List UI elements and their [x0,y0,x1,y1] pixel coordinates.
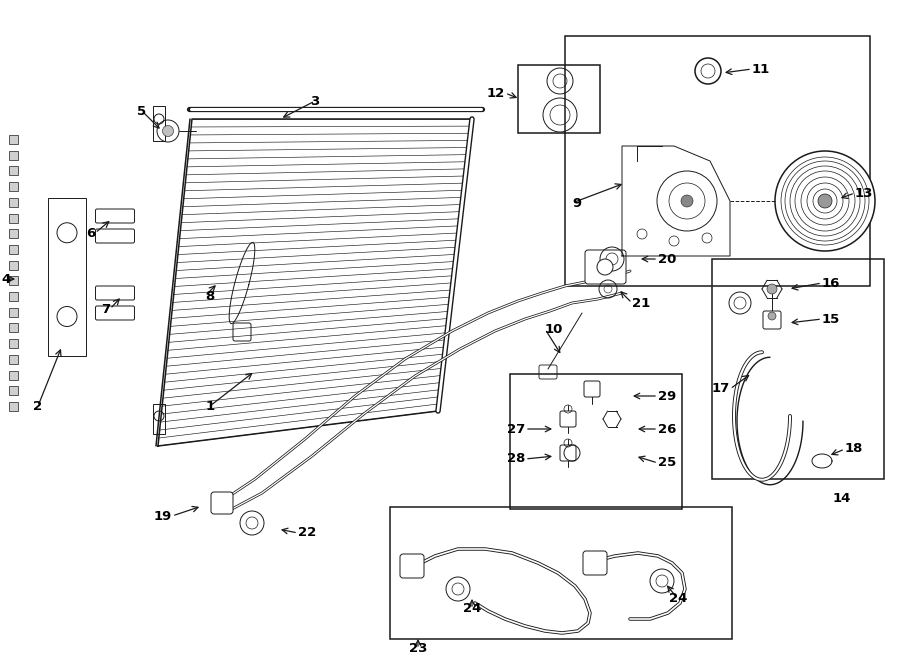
Circle shape [157,120,179,142]
Text: 25: 25 [658,457,676,469]
Bar [8,260,17,270]
Bar [8,135,17,144]
Bar [8,151,17,160]
Bar [8,355,17,364]
FancyBboxPatch shape [560,411,576,427]
Text: 29: 29 [658,389,676,403]
Bar [8,182,17,191]
Bar [8,339,17,348]
Bar [8,386,17,395]
Bar [153,404,165,434]
Bar [712,259,884,479]
Text: 23: 23 [409,642,428,656]
Bar [8,371,17,379]
Text: 19: 19 [154,510,172,522]
Circle shape [768,312,776,320]
Text: 9: 9 [572,196,581,210]
Circle shape [657,171,717,231]
Bar [518,65,600,133]
FancyBboxPatch shape [211,492,233,514]
Circle shape [163,126,174,137]
Text: 13: 13 [855,186,873,200]
Text: 1: 1 [205,399,214,412]
Text: 2: 2 [33,399,42,412]
Bar [390,507,732,639]
Text: 24: 24 [669,592,688,605]
FancyBboxPatch shape [583,551,607,575]
Text: 10: 10 [545,323,563,336]
Circle shape [767,284,777,294]
Bar [48,198,86,356]
Polygon shape [158,119,472,446]
Bar [8,276,17,286]
Text: 11: 11 [752,63,770,75]
Bar [8,308,17,317]
Text: 24: 24 [463,602,482,615]
Text: 3: 3 [310,95,320,108]
FancyBboxPatch shape [585,250,626,284]
FancyBboxPatch shape [584,381,600,397]
Text: 27: 27 [507,422,525,436]
Circle shape [669,183,705,219]
Text: 26: 26 [658,422,677,436]
Text: 16: 16 [822,276,841,290]
Bar [153,106,165,141]
Text: 5: 5 [138,104,147,118]
Text: 7: 7 [101,303,110,315]
Circle shape [681,195,693,207]
FancyBboxPatch shape [560,445,576,461]
Bar [510,374,682,509]
Text: 18: 18 [845,442,863,455]
Text: 21: 21 [632,297,650,309]
Bar [8,292,17,301]
Text: 12: 12 [487,87,505,100]
Bar [8,402,17,411]
Bar [8,167,17,175]
FancyBboxPatch shape [400,554,424,578]
Circle shape [775,151,875,251]
Text: 20: 20 [658,253,677,266]
Circle shape [818,194,832,208]
Text: 14: 14 [832,492,851,506]
Text: 8: 8 [205,290,214,303]
Polygon shape [622,146,730,256]
Text: 15: 15 [822,313,841,325]
Bar [8,214,17,223]
Bar [565,36,870,286]
Text: 6: 6 [86,227,95,239]
Text: 28: 28 [507,453,525,465]
Text: 4: 4 [2,272,11,286]
Bar [8,229,17,238]
Text: 22: 22 [298,527,316,539]
FancyBboxPatch shape [763,311,781,329]
Circle shape [597,259,613,275]
Text: 17: 17 [712,383,730,395]
Bar [8,323,17,332]
Bar [8,198,17,207]
Bar [8,245,17,254]
